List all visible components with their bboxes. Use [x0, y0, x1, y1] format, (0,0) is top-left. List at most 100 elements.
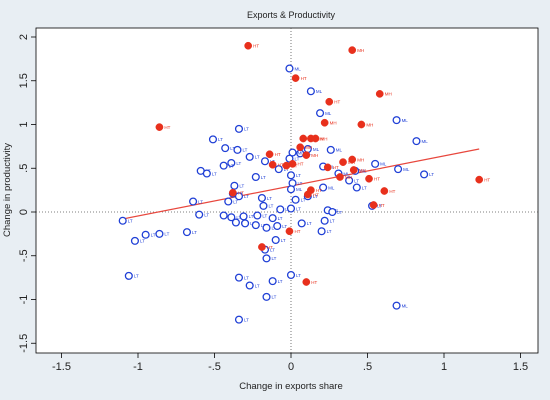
- point-label: LT: [244, 275, 249, 280]
- plot-area: [35, 27, 539, 354]
- point-label: MH: [311, 153, 318, 158]
- point-label: LT: [272, 295, 277, 300]
- hollow-data-point: [306, 87, 315, 96]
- x-tick-label: -.5: [208, 361, 221, 373]
- point-label: LT: [296, 273, 301, 278]
- hollow-data-point: [268, 277, 277, 286]
- hollow-data-point: [392, 301, 401, 310]
- point-label: ML: [294, 66, 301, 71]
- hollow-data-point: [130, 236, 139, 245]
- filled-data-point: [365, 174, 373, 183]
- hollow-data-point: [245, 281, 254, 290]
- hollow-data-point: [286, 270, 296, 280]
- point-label: ML: [380, 162, 387, 167]
- x-tick-label: 1: [441, 361, 447, 373]
- hollow-data-point: [371, 159, 380, 168]
- point-label: MH: [366, 122, 373, 127]
- point-label: LT: [212, 171, 217, 176]
- x-tick-label: -1: [133, 361, 143, 373]
- point-label: MH: [359, 168, 366, 173]
- point-label: LT: [134, 274, 139, 279]
- hollow-data-point: [227, 213, 236, 222]
- filled-data-point: [357, 120, 366, 129]
- point-label: ML: [316, 89, 323, 94]
- hollow-data-point: [239, 212, 248, 221]
- point-label: ML: [402, 118, 409, 123]
- point-label: HT: [316, 188, 322, 193]
- filled-data-point: [291, 74, 300, 82]
- point-label: LT: [278, 216, 283, 221]
- point-label: LT: [294, 156, 299, 161]
- point-label: LT: [242, 148, 247, 153]
- hollow-data-point: [124, 271, 133, 280]
- point-label: HT: [379, 203, 385, 208]
- fit-line-group: [122, 148, 480, 220]
- filled-data-point: [244, 41, 253, 50]
- hollow-data-point: [259, 201, 268, 210]
- y-tick-label: .5: [18, 164, 30, 173]
- point-label: LT: [244, 127, 249, 132]
- filled-data-point: [268, 160, 277, 169]
- point-label: HT: [333, 165, 339, 170]
- filled-data-point: [155, 123, 164, 131]
- x-tick-label: 0: [288, 361, 294, 373]
- point-label: LT: [192, 230, 197, 235]
- hollow-data-point: [268, 214, 277, 223]
- y-tick-label: 1: [18, 121, 30, 127]
- point-label: LT: [282, 224, 287, 229]
- point-label: HT: [298, 162, 304, 167]
- point-label: ML: [328, 185, 335, 190]
- filled-data-point: [380, 187, 389, 195]
- hollow-data-point: [234, 273, 244, 282]
- hollow-data-point: [155, 229, 164, 238]
- point-label: LT: [204, 212, 209, 217]
- hollow-data-point: [234, 192, 244, 201]
- chart-title: Exports & Productivity: [247, 10, 336, 20]
- hollow-data-point: [316, 109, 325, 118]
- y-tick-label: -.5: [18, 249, 30, 262]
- filled-data-point: [302, 151, 311, 159]
- hollow-data-point: [234, 315, 244, 324]
- hollow-data-point: [276, 205, 285, 214]
- filled-data-point: [339, 158, 347, 166]
- point-label: LT: [278, 279, 283, 284]
- hollow-data-point: [221, 144, 230, 153]
- filled-data-point: [303, 190, 312, 199]
- point-label: ML: [343, 171, 350, 176]
- hollow-data-point: [224, 197, 233, 206]
- point-label: MH: [345, 175, 352, 180]
- filled-data-point: [325, 97, 334, 106]
- point-label: LT: [272, 256, 277, 261]
- point-label: LT: [330, 219, 335, 224]
- filled-data-point: [369, 201, 378, 209]
- hollow-data-point: [245, 152, 254, 161]
- point-label: ML: [333, 208, 340, 213]
- filled-data-point: [302, 278, 311, 286]
- point-label: HT: [275, 152, 281, 157]
- hollow-data-point: [286, 171, 296, 180]
- hollow-data-point: [286, 185, 296, 194]
- point-label: ML: [421, 139, 428, 144]
- filled-data-point: [285, 227, 294, 236]
- point-label: LT: [255, 283, 260, 288]
- point-label: ML: [296, 187, 303, 192]
- hollow-data-point: [317, 227, 326, 236]
- y-tick-label: 0: [18, 209, 30, 215]
- filled-data-point: [348, 46, 357, 54]
- point-label: LT: [261, 175, 266, 180]
- point-label: LT: [429, 172, 434, 177]
- hollow-data-point: [262, 223, 271, 232]
- point-label: LT: [301, 198, 306, 203]
- hollow-data-point: [260, 157, 270, 166]
- point-label: HT: [389, 189, 395, 194]
- hollow-data-point: [271, 235, 280, 245]
- hollow-data-point: [262, 292, 271, 301]
- point-label: LT: [337, 210, 342, 215]
- point-label: LT: [296, 173, 301, 178]
- hollow-data-point: [253, 211, 262, 220]
- hollow-data-point: [189, 197, 198, 206]
- filled-data-point: [258, 243, 266, 251]
- point-label: MH: [357, 157, 364, 162]
